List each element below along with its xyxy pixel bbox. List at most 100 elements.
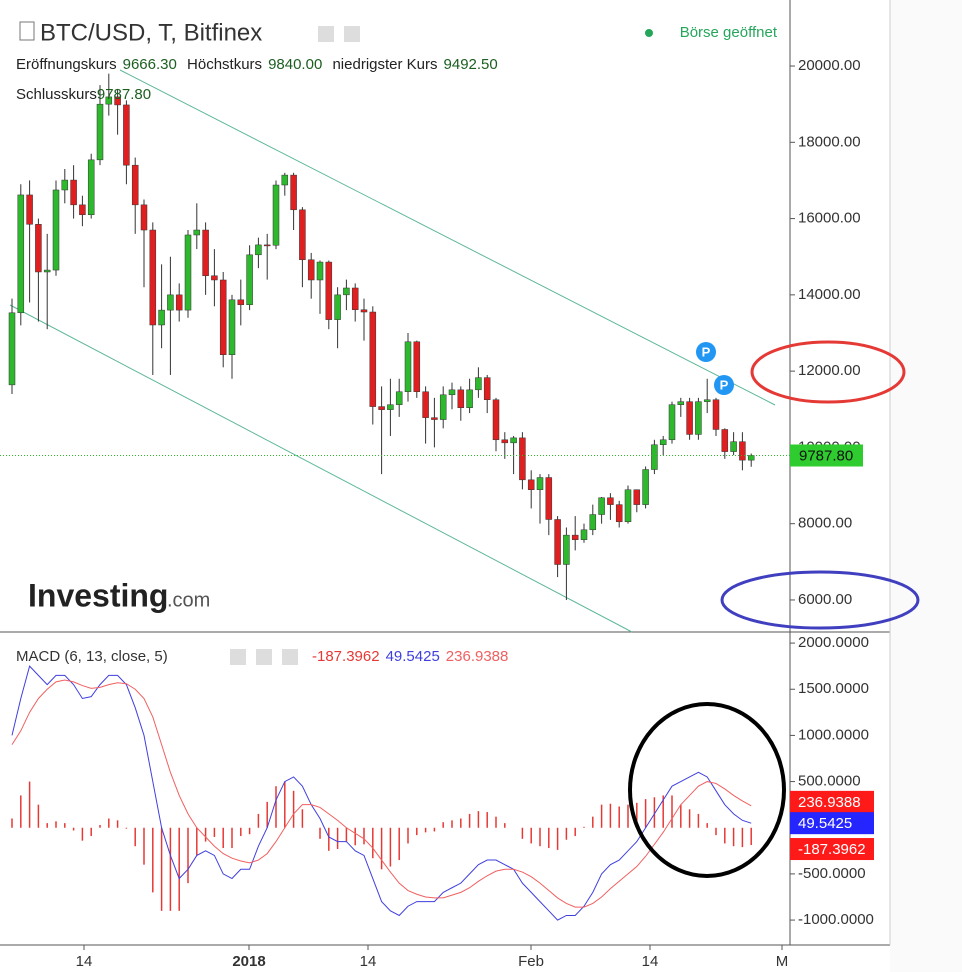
x-tick-label: 14 — [76, 953, 93, 970]
candle-body — [492, 399, 500, 441]
candle-body — [615, 504, 623, 523]
candle-body — [607, 497, 614, 505]
candle-body — [466, 389, 473, 408]
last-value-label: 236.9388 — [798, 794, 861, 811]
candle-body — [351, 287, 359, 310]
candle-body — [52, 189, 60, 271]
last-value-box — [790, 838, 874, 861]
candle-body — [589, 514, 597, 531]
eye-icon[interactable] — [230, 649, 246, 665]
candle-body — [695, 401, 702, 435]
annotations — [628, 340, 920, 878]
settings-icon[interactable] — [344, 26, 360, 42]
candle-body — [263, 244, 271, 247]
candle-body — [747, 455, 755, 461]
candle-body — [343, 287, 350, 296]
y-tick-label: -1000.0000 — [798, 911, 874, 928]
candle-body — [439, 394, 447, 420]
candle-body — [721, 429, 729, 452]
channel-lower — [9, 304, 633, 633]
ohlc-legend: Schlusskurs9787.80 — [16, 86, 157, 103]
candle-body — [255, 244, 262, 256]
last-value-box — [790, 812, 874, 835]
ohlc-label: Höchstkurs — [187, 56, 263, 73]
candle-body — [624, 489, 632, 523]
candle-body — [175, 294, 183, 311]
candle-body — [219, 279, 227, 355]
settings-icon[interactable] — [256, 649, 272, 665]
candle-body — [448, 389, 456, 396]
last-price-box — [790, 444, 863, 467]
ohlc-legend: Eröffnungskurs 9666.30 Höchstkurs 9840.00 … — [16, 56, 504, 73]
marker[interactable] — [696, 342, 716, 362]
candle-body — [554, 519, 561, 565]
y-tick-label: -500.0000 — [798, 865, 866, 882]
candle-body — [299, 209, 306, 261]
eye-icon[interactable] — [318, 26, 334, 42]
candle-body — [140, 204, 148, 231]
candle-body — [114, 96, 121, 106]
candle-body — [483, 377, 491, 400]
candle-body — [712, 399, 720, 430]
candle-body — [316, 261, 324, 281]
y-tick-label: 2000.0000 — [798, 634, 869, 651]
candle-body — [26, 194, 33, 225]
close-icon[interactable] — [282, 649, 298, 665]
candle-body — [545, 477, 553, 520]
macd-value: 49.5425 — [385, 648, 440, 665]
marker[interactable] — [714, 375, 734, 395]
marks: 6000.008000.0010000.0012000.0014000.0016… — [0, 57, 874, 970]
candle-body — [580, 529, 588, 540]
candle-body — [105, 96, 113, 105]
x-tick-label: 14 — [642, 953, 659, 970]
candle-body — [325, 261, 333, 320]
macd-legend: -187.3962 49.5425 236.9388 — [312, 648, 514, 665]
collapse-icon[interactable] — [19, 21, 35, 41]
candle-body — [598, 497, 605, 515]
last-price-label: 9787.80 — [799, 447, 853, 464]
y-tick-label: 14000.00 — [798, 286, 861, 303]
ohlc-value: 9840.00 — [268, 56, 323, 73]
candle-body — [281, 174, 289, 186]
candle-body — [413, 341, 421, 392]
candle-body — [307, 259, 315, 281]
candle-body — [334, 294, 341, 320]
y-tick-label: 500.0000 — [798, 773, 861, 790]
ohlc-label: niedrigster Kurs — [332, 56, 438, 73]
candle-body — [677, 401, 685, 405]
candle-body — [659, 439, 667, 445]
candle-body — [422, 391, 429, 418]
candle-body — [123, 104, 130, 166]
candle-body — [703, 399, 711, 402]
candle-body — [43, 269, 51, 273]
y-tick-label: 1500.0000 — [798, 680, 869, 697]
candle-body — [651, 444, 658, 470]
candle-body — [167, 294, 174, 311]
logo-brand: Investing — [28, 577, 168, 613]
y-tick-label: 8000.00 — [798, 515, 852, 532]
y-tick-label: 12000.00 — [798, 362, 861, 379]
status: Börse geöffnet — [680, 24, 778, 41]
candle-body — [475, 377, 482, 391]
candle-body — [193, 229, 201, 236]
candle-body — [395, 391, 403, 405]
candle-body — [246, 254, 253, 306]
macd-value: -187.3962 — [312, 648, 380, 665]
candle-body — [149, 229, 157, 326]
candle-body — [457, 389, 465, 408]
last-value-label: 49.5425 — [798, 815, 852, 832]
candle-body — [739, 441, 746, 461]
candle-body — [633, 489, 641, 505]
status-dot — [645, 29, 653, 37]
candle-body — [87, 159, 95, 216]
marker-label: P — [720, 377, 729, 392]
x-tick-label: 2018 — [232, 953, 265, 970]
candle-body — [184, 234, 192, 311]
candle-body — [642, 469, 649, 505]
candle-body — [536, 477, 544, 490]
candle-body — [202, 229, 209, 277]
candle-body — [510, 437, 517, 444]
channel-upper — [119, 69, 776, 406]
ohlc-value: 9492.50 — [443, 56, 498, 73]
